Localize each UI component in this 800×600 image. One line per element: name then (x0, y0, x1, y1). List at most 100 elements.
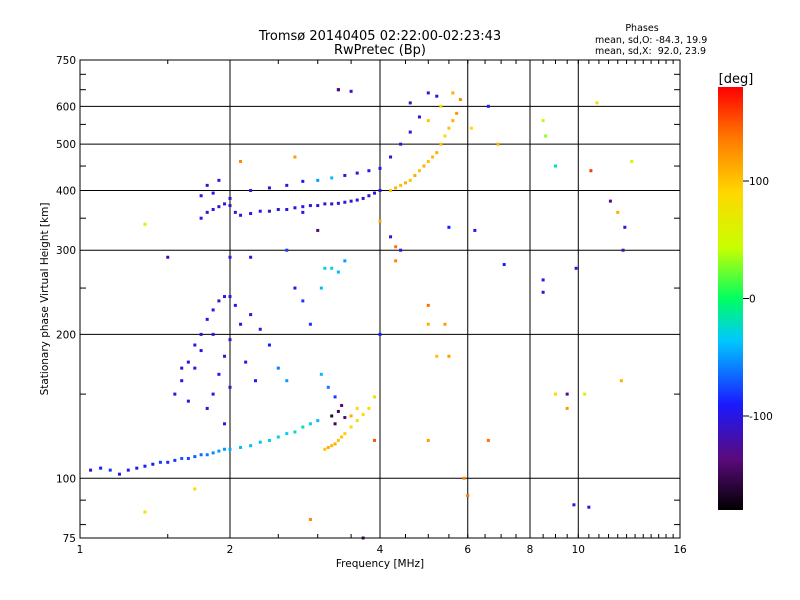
data-point (211, 208, 215, 212)
data-point (333, 442, 337, 446)
data-point (349, 199, 353, 203)
data-point (326, 445, 330, 449)
data-point (355, 198, 359, 202)
data-point (333, 422, 337, 426)
data-point (608, 199, 612, 203)
data-point (426, 322, 430, 326)
data-point (239, 322, 243, 326)
data-point (394, 245, 398, 249)
data-point (199, 216, 203, 220)
data-point (349, 425, 353, 429)
data-point (276, 366, 280, 370)
y-tick-label: 75 (63, 533, 76, 545)
data-point (343, 259, 347, 263)
data-point (417, 169, 421, 173)
data-point (426, 91, 430, 95)
data-point (373, 438, 377, 442)
colorbar-tick-label: -100 (749, 411, 773, 423)
data-point (621, 248, 625, 252)
data-point (308, 422, 312, 426)
data-point (180, 366, 184, 370)
data-point (143, 464, 147, 468)
data-point (413, 173, 417, 177)
data-point (323, 447, 327, 451)
data-point (199, 349, 203, 353)
data-point (217, 205, 221, 209)
data-point (293, 206, 297, 210)
data-point (285, 183, 289, 187)
data-point (336, 438, 340, 442)
data-point (336, 201, 340, 205)
data-point (378, 332, 382, 336)
y-axis-ticks: 75 100 200 300 400 500 600 750 (56, 55, 680, 545)
legend-line-o: mean, sd,O: -84.3, 19.9 (595, 35, 707, 46)
data-point (630, 159, 634, 163)
data-point (435, 354, 439, 358)
data-point (193, 487, 197, 491)
data-point (244, 360, 248, 364)
data-point (572, 503, 576, 507)
data-point (367, 406, 371, 410)
data-point (541, 278, 545, 282)
data-point (574, 266, 578, 270)
data-point (301, 205, 305, 209)
data-point (217, 449, 221, 453)
data-point (426, 159, 430, 163)
colorbar-ticks: 100 0 -100 (743, 176, 773, 423)
data-point (308, 517, 312, 521)
data-point (285, 208, 289, 212)
data-point (258, 327, 262, 331)
data-point (367, 194, 371, 198)
data-point (343, 416, 347, 420)
data-point (205, 210, 209, 214)
data-point (143, 510, 147, 514)
data-point (276, 435, 280, 439)
data-point (378, 188, 382, 192)
data-point (249, 188, 253, 192)
data-point (205, 453, 209, 457)
data-point (186, 360, 190, 364)
data-point (211, 451, 215, 455)
data-point (301, 210, 305, 214)
data-point (228, 196, 232, 200)
data-point (293, 155, 297, 159)
data-point (193, 455, 197, 459)
data-point (389, 188, 393, 192)
data-point (316, 178, 320, 182)
data-point (486, 438, 490, 442)
data-point (285, 379, 289, 383)
data-point (308, 322, 312, 326)
data-point (99, 466, 103, 470)
data-point (355, 171, 359, 175)
data-point (211, 308, 215, 312)
data-point (355, 419, 359, 423)
data-point (205, 406, 209, 410)
data-point (466, 494, 470, 498)
data-point (340, 435, 344, 439)
data-point (180, 456, 184, 460)
data-point (408, 178, 412, 182)
data-point (151, 462, 155, 466)
data-point (239, 213, 243, 217)
data-point (389, 235, 393, 239)
data-point (285, 248, 289, 252)
data-point (89, 468, 93, 472)
y-tick-label: 300 (56, 245, 76, 257)
data-point (330, 202, 334, 206)
data-point (233, 303, 237, 307)
data-point (496, 142, 500, 146)
data-point (462, 476, 466, 480)
x-tick-label: 10 (572, 544, 585, 556)
data-point (447, 354, 451, 358)
data-point (389, 155, 393, 159)
x-tick-label: 2 (227, 544, 234, 556)
data-point (417, 115, 421, 119)
data-point (349, 89, 353, 93)
data-point (249, 212, 253, 216)
data-point (126, 468, 130, 472)
legend-line-x: mean, sd,X: 92.0, 23.9 (595, 46, 706, 57)
data-point (228, 295, 232, 299)
data-point (439, 142, 443, 146)
data-point (135, 466, 139, 470)
data-point (323, 266, 327, 270)
